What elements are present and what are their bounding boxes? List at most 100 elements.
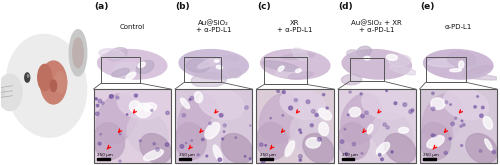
Text: α-PD-L1: α-PD-L1 xyxy=(444,24,471,30)
Ellipse shape xyxy=(260,94,300,144)
Text: Control: Control xyxy=(120,24,144,30)
Circle shape xyxy=(156,148,159,151)
Circle shape xyxy=(250,158,251,160)
Ellipse shape xyxy=(69,30,87,76)
Circle shape xyxy=(479,150,482,152)
Ellipse shape xyxy=(128,112,168,155)
Bar xyxy=(179,158,192,160)
Ellipse shape xyxy=(466,133,497,164)
Circle shape xyxy=(460,125,462,127)
Ellipse shape xyxy=(222,133,252,164)
Circle shape xyxy=(391,151,393,153)
Ellipse shape xyxy=(107,48,127,61)
Ellipse shape xyxy=(50,80,56,92)
Bar xyxy=(101,57,140,83)
Circle shape xyxy=(345,153,348,155)
Circle shape xyxy=(451,122,454,126)
Ellipse shape xyxy=(179,50,248,79)
Circle shape xyxy=(312,109,315,113)
Circle shape xyxy=(191,140,192,141)
Ellipse shape xyxy=(341,94,382,144)
Text: (c): (c) xyxy=(257,2,270,11)
Ellipse shape xyxy=(462,74,500,80)
Ellipse shape xyxy=(126,72,136,80)
Circle shape xyxy=(95,98,98,100)
Circle shape xyxy=(492,150,496,154)
Ellipse shape xyxy=(99,49,124,59)
Circle shape xyxy=(223,124,226,127)
Circle shape xyxy=(208,122,212,125)
Ellipse shape xyxy=(278,66,284,71)
Circle shape xyxy=(460,144,462,147)
Circle shape xyxy=(299,159,302,161)
Circle shape xyxy=(165,143,169,146)
Circle shape xyxy=(186,142,187,144)
Circle shape xyxy=(365,111,368,114)
Ellipse shape xyxy=(136,60,154,73)
Text: 250 μm: 250 μm xyxy=(424,153,440,157)
Text: Au@SiO₂ + XR
+ α-PD-L1: Au@SiO₂ + XR + α-PD-L1 xyxy=(351,20,402,33)
Ellipse shape xyxy=(443,88,489,119)
Text: (e): (e) xyxy=(420,2,434,11)
Circle shape xyxy=(298,129,301,131)
Circle shape xyxy=(298,155,302,158)
Ellipse shape xyxy=(130,101,141,112)
Bar xyxy=(350,58,384,82)
Ellipse shape xyxy=(485,139,492,150)
Circle shape xyxy=(449,138,452,140)
Circle shape xyxy=(96,112,99,116)
Ellipse shape xyxy=(346,50,362,60)
Circle shape xyxy=(454,117,457,119)
Ellipse shape xyxy=(306,138,320,148)
Circle shape xyxy=(322,94,325,96)
Circle shape xyxy=(182,114,186,117)
Circle shape xyxy=(482,106,484,109)
Circle shape xyxy=(197,154,199,156)
Ellipse shape xyxy=(290,112,331,155)
Circle shape xyxy=(310,124,314,127)
Circle shape xyxy=(432,92,434,95)
Bar xyxy=(426,57,466,82)
Ellipse shape xyxy=(114,62,140,77)
Circle shape xyxy=(180,145,184,148)
Ellipse shape xyxy=(464,66,492,76)
Circle shape xyxy=(315,113,318,116)
Ellipse shape xyxy=(54,72,66,93)
Ellipse shape xyxy=(256,123,288,160)
Circle shape xyxy=(96,104,99,107)
Ellipse shape xyxy=(112,68,130,77)
Ellipse shape xyxy=(430,98,445,109)
Circle shape xyxy=(110,95,113,98)
Ellipse shape xyxy=(357,46,372,57)
Ellipse shape xyxy=(448,52,476,67)
Ellipse shape xyxy=(280,88,326,119)
Circle shape xyxy=(270,117,272,119)
Ellipse shape xyxy=(428,59,460,67)
Ellipse shape xyxy=(376,142,390,155)
Bar xyxy=(98,158,110,160)
Ellipse shape xyxy=(143,103,156,111)
Ellipse shape xyxy=(194,92,202,103)
Ellipse shape xyxy=(318,122,328,136)
Circle shape xyxy=(250,125,251,126)
Circle shape xyxy=(474,106,476,108)
Circle shape xyxy=(349,91,351,93)
Ellipse shape xyxy=(281,53,314,59)
Circle shape xyxy=(126,114,128,115)
Ellipse shape xyxy=(0,74,22,111)
Circle shape xyxy=(28,75,29,77)
Text: 250 μm: 250 μm xyxy=(179,153,195,157)
Circle shape xyxy=(361,152,363,154)
Circle shape xyxy=(25,73,29,82)
Ellipse shape xyxy=(338,123,369,160)
Bar xyxy=(342,158,354,160)
Circle shape xyxy=(222,138,224,140)
Bar xyxy=(184,57,222,82)
Circle shape xyxy=(344,128,346,130)
Circle shape xyxy=(352,142,356,146)
Circle shape xyxy=(260,143,263,146)
Ellipse shape xyxy=(424,50,493,79)
Text: 250 μm: 250 μm xyxy=(342,153,357,157)
Circle shape xyxy=(409,110,412,114)
Text: 250 μm: 250 μm xyxy=(260,153,276,157)
